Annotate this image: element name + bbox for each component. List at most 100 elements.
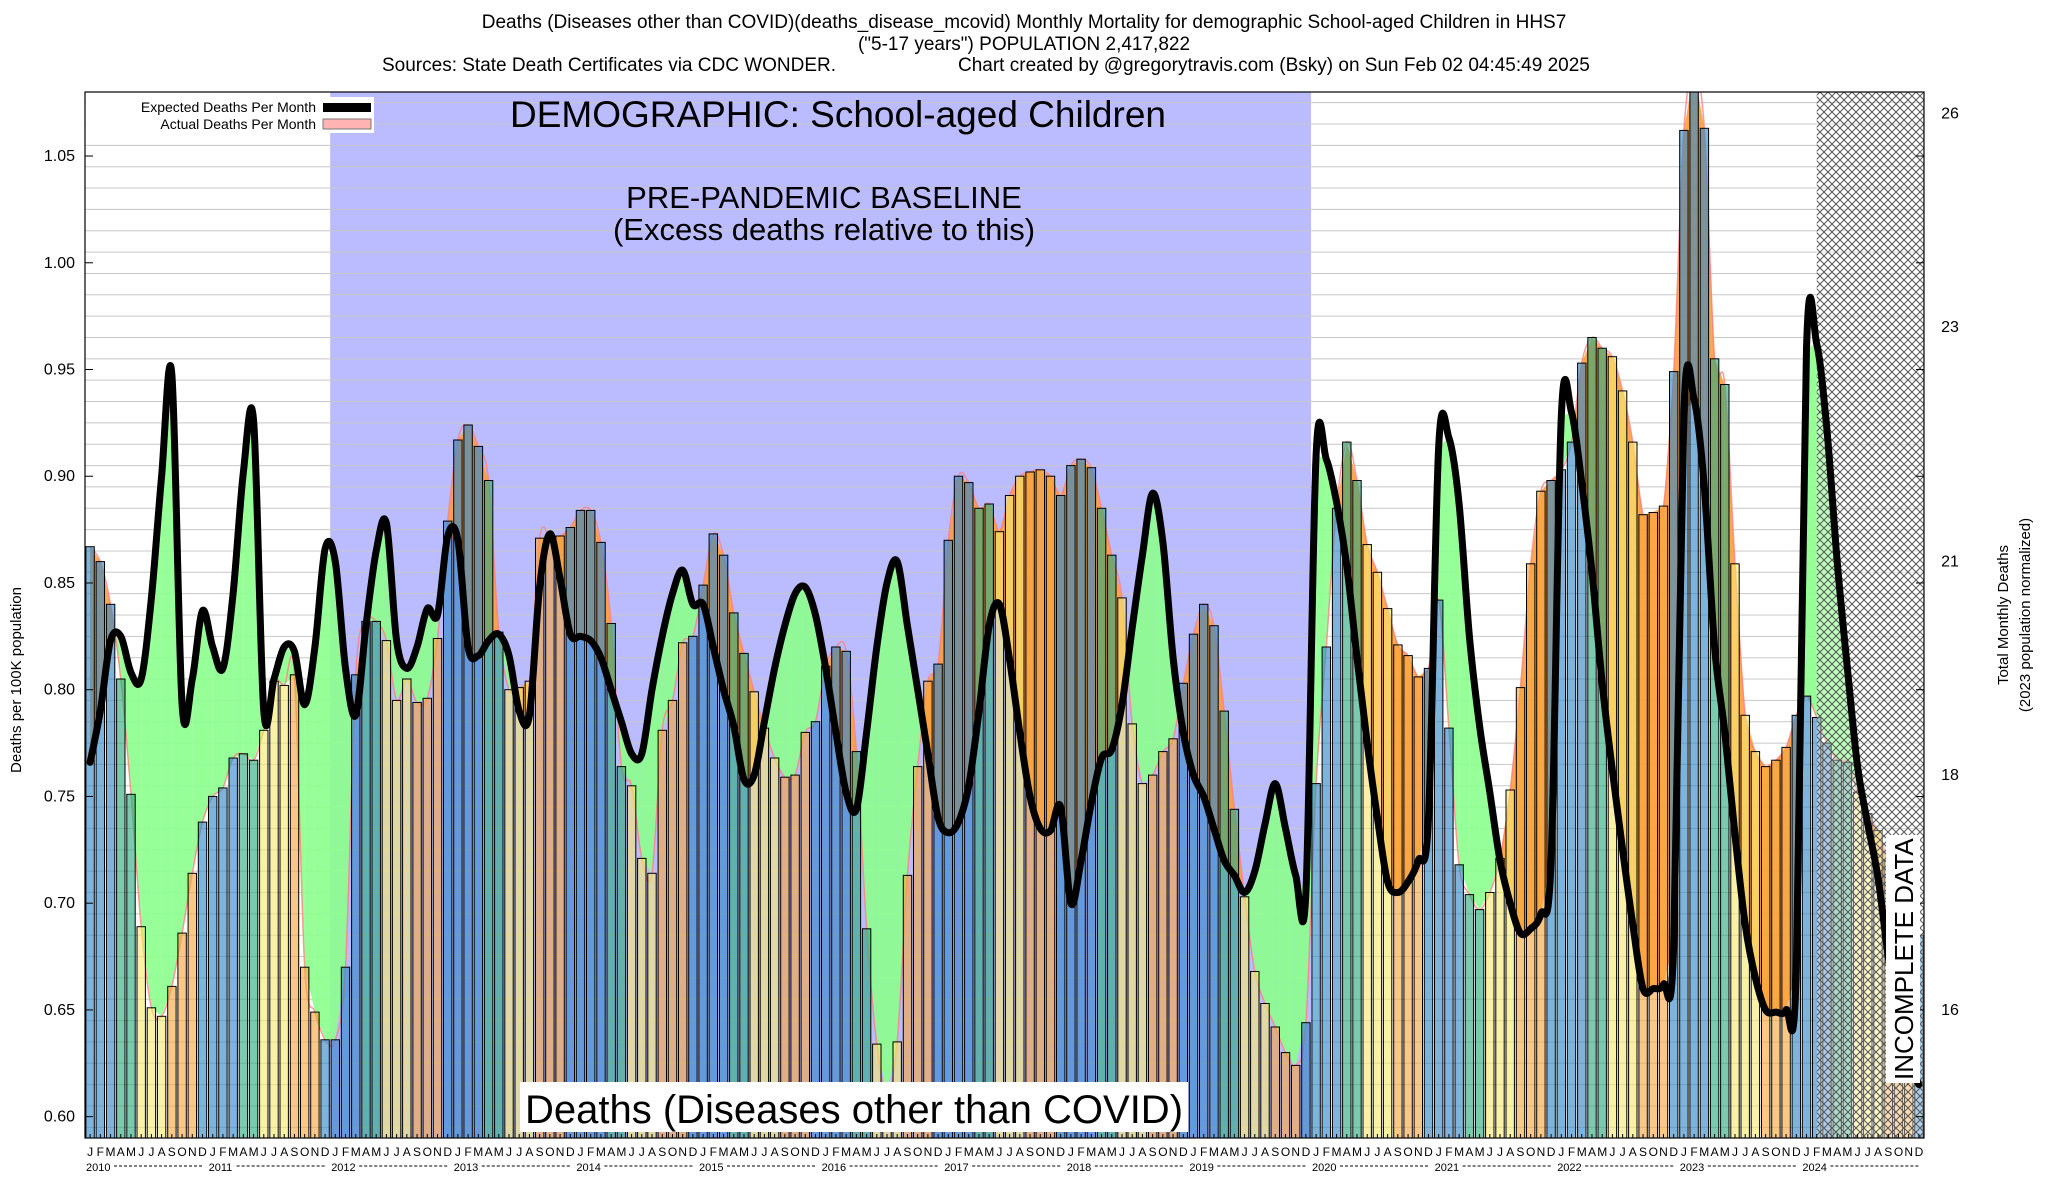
x-tick-month-label: D — [689, 1145, 698, 1159]
x-tick-month-label: J — [1374, 1145, 1380, 1159]
x-tick-month-label: J — [874, 1145, 880, 1159]
data-bar — [1536, 490, 1546, 1138]
data-bar — [1709, 358, 1720, 1138]
data-bar — [1158, 751, 1168, 1138]
x-tick-month-label: S — [290, 1145, 298, 1159]
x-year-label: 2011 — [209, 1162, 233, 1174]
data-bar — [637, 857, 647, 1138]
deficit-area — [876, 582, 888, 1096]
deficit-area — [151, 476, 162, 1017]
data-bar — [943, 539, 953, 1138]
deficit-area — [631, 753, 642, 859]
data-bar — [1566, 441, 1577, 1138]
data-bar — [1781, 746, 1791, 1138]
x-tick-month-label: J — [1558, 1145, 1564, 1159]
deficit-area — [1806, 343, 1817, 718]
x-tick-month-label: M — [862, 1145, 872, 1159]
data-bar — [1076, 458, 1086, 1138]
x-tick-month-label: J — [1487, 1145, 1493, 1159]
data-bar — [1495, 857, 1505, 1138]
x-tick-month-label: J — [1804, 1145, 1810, 1159]
x-tick-month-label: M — [1720, 1145, 1730, 1159]
x-tick-month-label: N — [556, 1145, 565, 1159]
data-bar — [116, 678, 126, 1138]
x-tick-month-label: M — [1597, 1145, 1607, 1159]
actual-bars — [85, 92, 1924, 1138]
year-label-bg — [1555, 1160, 1584, 1173]
x-tick-month-label: A — [239, 1145, 247, 1159]
deficit-area — [1265, 783, 1276, 1027]
legend-label-actual: Actual Deaths Per Month — [160, 116, 316, 132]
x-tick-month-label: O — [1771, 1145, 1780, 1159]
year-label-bg — [1187, 1160, 1216, 1173]
x-tick-month-label: M — [841, 1145, 851, 1159]
x-tick-month-label: S — [1884, 1145, 1892, 1159]
data-bar — [1127, 723, 1137, 1138]
x-tick-month-label: A — [1465, 1145, 1473, 1159]
x-tick-month-label: J — [1129, 1145, 1135, 1159]
x-tick-month-label: S — [1762, 1145, 1770, 1159]
deficit-area — [1275, 783, 1286, 1053]
x-tick-month-label: S — [168, 1145, 176, 1159]
plot-frame — [84, 91, 1925, 1139]
x-tick-month-label: A — [730, 1145, 738, 1159]
y-tick-label: 0.80 — [44, 682, 75, 699]
x-tick-month-label: F — [710, 1145, 717, 1159]
x-tick-month-label: N — [1904, 1145, 1913, 1159]
x-tick-month-label: D — [1056, 1145, 1065, 1159]
x-tick-month-label: N — [1291, 1145, 1300, 1159]
data-bar — [698, 584, 708, 1138]
data-bar — [1413, 676, 1423, 1138]
data-bar — [555, 535, 565, 1138]
x-tick-month-label: M — [596, 1145, 606, 1159]
data-bar — [289, 674, 300, 1138]
data-bar — [443, 520, 453, 1138]
x-tick-month-label: A — [648, 1145, 656, 1159]
x-tick-month-label: J — [945, 1145, 951, 1159]
y2-tick-label: 23 — [1941, 319, 1959, 336]
data-bar — [1699, 127, 1710, 1138]
x-year-label: 2012 — [331, 1162, 355, 1174]
year-label-bg — [697, 1160, 725, 1173]
year-label-bg — [942, 1160, 971, 1173]
data-bar — [259, 729, 269, 1138]
deficit-area — [805, 587, 816, 733]
data-bar — [1096, 507, 1107, 1138]
data-bar — [1168, 738, 1178, 1138]
x-tick-month-label: A — [1384, 1145, 1392, 1159]
x-tick-month-label: J — [210, 1145, 216, 1159]
year-label-bg — [1677, 1160, 1706, 1173]
data-bar — [667, 699, 678, 1138]
x-tick-month-label: F — [342, 1145, 349, 1159]
x-tick-month-label: J — [1620, 1145, 1626, 1159]
year-label-bg — [451, 1160, 480, 1173]
x-tick-month-label: A — [1711, 1145, 1719, 1159]
x-tick-month-label: A — [607, 1145, 615, 1159]
data-bar — [647, 872, 657, 1138]
year-label-bg — [1432, 1160, 1461, 1173]
x-tick-month-label: J — [578, 1145, 584, 1159]
deficit-area — [1479, 726, 1490, 910]
x-tick-month-label: D — [443, 1145, 452, 1159]
x-tick-month-label: J — [629, 1145, 635, 1159]
x-tick-month-label: S — [781, 1145, 789, 1159]
deficit-area — [182, 679, 193, 934]
x-tick-month-label: F — [1445, 1145, 1452, 1159]
x-tick-month-label: N — [188, 1145, 197, 1159]
x-tick-month-label: M — [1086, 1145, 1096, 1159]
x-tick-month-label: J — [751, 1145, 757, 1159]
x-tick-month-label: A — [1588, 1145, 1596, 1159]
data-bar — [1464, 894, 1475, 1138]
x-tick-month-label: A — [771, 1145, 779, 1159]
x-tick-month-label: M — [228, 1145, 238, 1159]
data-bar — [504, 689, 514, 1138]
data-bar — [831, 646, 841, 1138]
x-tick-month-label: D — [1792, 1145, 1801, 1159]
data-bar — [1015, 475, 1025, 1138]
data-bar — [381, 640, 392, 1138]
data-bar — [1403, 655, 1413, 1138]
x-year-label: 2016 — [822, 1162, 846, 1174]
plot-border — [84, 91, 1925, 1139]
data-bar — [453, 439, 463, 1138]
deficit-area — [897, 561, 908, 1042]
